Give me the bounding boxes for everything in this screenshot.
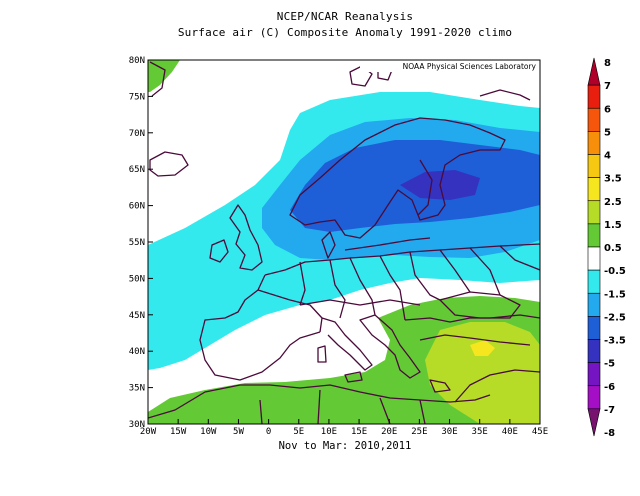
colorbar-label: 4 (604, 151, 611, 162)
x-tick-label: 5W (233, 427, 244, 437)
colorbar-label: -6 (604, 382, 615, 393)
x-tick-label: 15E (351, 427, 367, 437)
colorbar-label: 6 (604, 104, 611, 115)
colorbar-label: 5 (604, 127, 611, 138)
colorbar-swatch (587, 362, 601, 387)
colorbar-swatch (587, 269, 601, 294)
colorbar-label: -7 (604, 405, 615, 416)
colorbar-swatch (587, 339, 601, 363)
x-tick-label: 40E (502, 427, 518, 437)
colorbar-swatch (587, 246, 601, 271)
y-tick-label: 40N (129, 347, 145, 357)
y-tick-label: 80N (129, 56, 145, 66)
y-tick-label: 65N (129, 165, 145, 175)
x-tick-label: 5E (293, 427, 304, 437)
x-tick-label: 15W (170, 427, 187, 437)
chart-subtitle: Surface air (C) Composite Anomaly 1991-2… (177, 26, 513, 39)
colorbar-label: 2.5 (604, 197, 622, 208)
y-tick-label: 30N (129, 420, 145, 430)
x-tick-label: 30E (441, 427, 457, 437)
x-tick-label: 20W (140, 427, 157, 437)
colorbar-swatch (587, 292, 601, 317)
colorbar-swatch (587, 200, 601, 225)
credit-label: NOAA Physical Sciences Laboratory (403, 62, 537, 71)
y-tick-label: 60N (129, 202, 145, 212)
y-tick-label: 35N (129, 384, 145, 394)
colorbar-swatch (587, 131, 601, 155)
colorbar-label: 8 (604, 58, 611, 69)
colorbar-swatch (587, 408, 601, 437)
credit-box (360, 61, 539, 72)
colorbar-swatch (587, 223, 601, 248)
colorbar-swatch (587, 107, 601, 132)
colorbar-swatch (587, 177, 601, 202)
coastlines (148, 61, 540, 424)
footer-period: Nov to Mar: 2010,2011 (278, 440, 412, 452)
region-warmer-green (425, 322, 540, 424)
colorbar-swatch (587, 316, 601, 340)
colorbar-label: 1.5 (604, 220, 622, 231)
colorbar-label: -2.5 (604, 312, 626, 323)
x-tick-label: 45E (532, 427, 548, 437)
colorbar-label: 0.5 (604, 243, 622, 254)
colorbar-label: 3.5 (604, 174, 622, 185)
y-tick-label: 75N (129, 92, 145, 102)
chart-title: NCEP/NCAR Reanalysis (276, 10, 414, 23)
colorbar-swatch (587, 57, 601, 86)
x-tick-label: 35E (472, 427, 488, 437)
colorbar-label: -0.5 (604, 266, 626, 277)
colorbar-label: -3.5 (604, 336, 626, 347)
colorbar-swatch (587, 84, 601, 109)
x-tick-label: 20E (381, 427, 397, 437)
y-tick-label: 55N (129, 238, 145, 248)
colorbar-label: 7 (604, 81, 611, 92)
colorbar-label: -5 (604, 359, 615, 370)
region-warmest-green (470, 340, 495, 356)
anomaly-field (148, 60, 540, 424)
x-tick-label: 25E (411, 427, 427, 437)
x-tick-label: 10E (321, 427, 337, 437)
colorbar-swatch (587, 154, 601, 178)
x-tick-label: 0 (266, 427, 271, 437)
colorbar-label: -8 (604, 428, 615, 439)
x-tick-label: 10W (200, 427, 217, 437)
y-tick-label: 45N (129, 311, 145, 321)
colorbar-label: -1.5 (604, 289, 626, 300)
colorbar: 8 7 6 5 4 3.5 2.5 1.5 0.5 -0.5 -1.5 -2.5 -3.5 -5 -6 -7 -… (587, 57, 626, 439)
map-axes: 20W 15W 10W 5W 0 5E 10E 15E 20E 25E 30E 35E 40E 45E 30… (129, 56, 548, 437)
y-tick-label: 70N (129, 129, 145, 139)
colorbar-swatch (587, 385, 601, 410)
y-tick-label: 50N (129, 274, 145, 284)
